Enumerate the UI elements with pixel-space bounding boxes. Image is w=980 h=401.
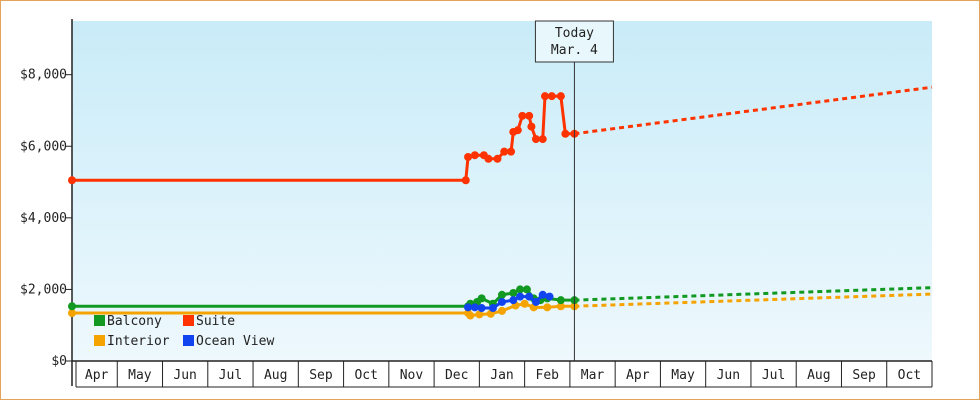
today-label-box <box>534 20 614 63</box>
x-tick-label: Oct <box>898 368 921 383</box>
x-tick-label: Aug <box>807 368 830 383</box>
legend-label-suite: Suite <box>196 314 235 329</box>
series-interior-point <box>543 303 552 312</box>
series-balcony-point <box>516 285 525 294</box>
y-axis: $0 $2,000 $4,000 $6,000 $8,000 <box>20 19 73 386</box>
series-ocean-view <box>464 290 554 313</box>
legend-item-balcony: Balcony <box>94 314 162 329</box>
x-tick-label: May <box>671 368 695 383</box>
series-ocean-view-point <box>516 292 525 301</box>
series-interior-point <box>520 299 529 308</box>
series-suite-point <box>556 92 565 101</box>
series-interior-point <box>475 310 484 319</box>
legend-swatch-balcony <box>94 315 105 326</box>
series-suite-point <box>561 129 570 138</box>
series-suite-point <box>464 153 473 161</box>
x-axis: Apr May Jun Jul Aug Sep Oct Nov Dec Jan Feb Mar Apr M… <box>72 360 933 388</box>
x-tick-label: Jul <box>762 368 785 383</box>
series-suite-point <box>531 135 540 144</box>
series-ocean-view-point <box>525 292 534 301</box>
series-suite-point <box>525 111 534 120</box>
x-tick-label: Jan <box>490 368 513 383</box>
legend-label-ocean-view: Ocean View <box>196 334 274 349</box>
series-suite-point <box>547 92 556 101</box>
series-interior-forecast <box>574 292 933 308</box>
series-balcony-point <box>522 285 531 294</box>
series-suite <box>68 85 933 185</box>
x-tick-label: Feb <box>536 368 560 383</box>
legend-label-balcony: Balcony <box>107 314 162 329</box>
legend-swatch-interior <box>94 335 105 346</box>
series-ocean-view-point <box>464 303 473 312</box>
x-tick-label: Oct <box>354 368 377 383</box>
x-tick-label: Dec <box>445 368 468 383</box>
legend-item-suite: Suite <box>183 314 235 329</box>
series-suite-point <box>527 122 536 131</box>
series-suite-point <box>461 176 470 185</box>
x-tick-label: Apr <box>626 368 650 383</box>
series-interior-point <box>556 302 565 311</box>
series-ocean-view-point <box>488 304 497 313</box>
today-marker: Today Mar. 4 <box>534 20 614 361</box>
y-tick-label: $8,000 <box>20 68 67 83</box>
x-tick-label: Sep <box>852 368 876 383</box>
x-tick-label: Apr <box>85 368 109 383</box>
series-suite-point <box>541 92 549 101</box>
series-suite-point <box>493 154 502 163</box>
series-ocean-view-point <box>477 304 486 313</box>
today-label: Today <box>555 26 594 41</box>
series-suite-point <box>538 135 547 144</box>
y-tick-label: $0 <box>51 354 67 369</box>
series-balcony-forecast <box>574 286 933 302</box>
y-tick-label: $2,000 <box>20 282 67 297</box>
today-date: Mar. 4 <box>551 43 598 58</box>
legend-swatch-suite <box>183 315 194 326</box>
legend-label-interior: Interior <box>107 334 170 349</box>
series-interior-point <box>68 309 76 318</box>
series-interior-point <box>498 306 506 315</box>
series-suite-point <box>513 126 522 135</box>
x-tick-label: Mar <box>581 368 605 383</box>
series-ocean-view-point <box>531 297 540 306</box>
series-ocean-view-point <box>498 297 506 306</box>
x-tick-label: May <box>128 368 152 383</box>
y-tick-label: $6,000 <box>20 139 67 154</box>
legend: Balcony Suite Interior Ocean View <box>94 314 274 349</box>
x-tick-label: Aug <box>264 368 287 383</box>
series-ocean-view-point <box>538 290 547 299</box>
series-layer <box>68 85 933 320</box>
series-suite-forecast <box>574 85 933 136</box>
series-interior-point <box>466 311 475 320</box>
x-tick-label: Jun <box>717 368 740 383</box>
series-suite-point <box>484 154 493 163</box>
series-balcony-point <box>556 296 565 305</box>
x-tick-label: Sep <box>309 368 333 383</box>
series-suite-point <box>68 176 76 185</box>
series-ocean-view-point <box>509 296 518 305</box>
x-tick-label: Jun <box>173 368 196 383</box>
series-suite-point <box>518 111 527 120</box>
y-tick-label: $4,000 <box>20 211 67 226</box>
series-suite-point <box>500 147 509 156</box>
x-tick-label: Jul <box>219 368 242 383</box>
series-ocean-view-point <box>545 292 554 301</box>
legend-item-interior: Interior <box>94 334 170 349</box>
series-balcony-point <box>68 302 76 311</box>
series-balcony-point <box>509 289 518 297</box>
x-tick-label: Nov <box>400 368 424 383</box>
series-balcony-point <box>498 290 506 299</box>
series-ocean-view-point <box>470 303 479 312</box>
series-balcony-point <box>477 294 486 303</box>
series-suite-point <box>507 147 516 156</box>
series-suite-point <box>470 151 479 160</box>
legend-swatch-ocean-view <box>183 335 194 346</box>
legend-item-ocean-view: Ocean View <box>183 334 274 349</box>
